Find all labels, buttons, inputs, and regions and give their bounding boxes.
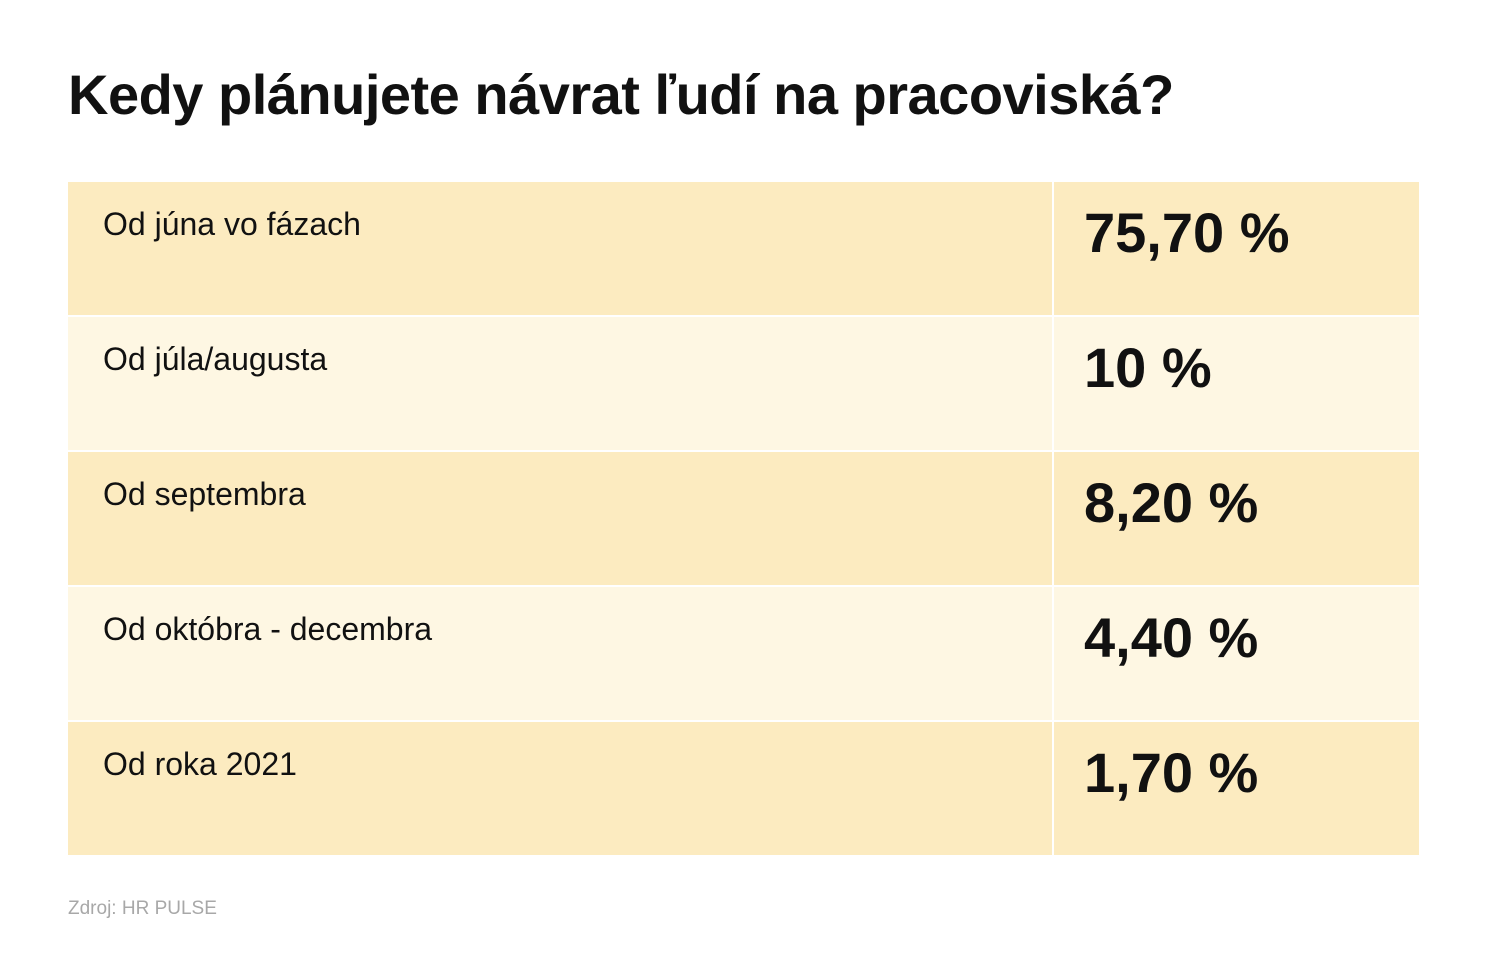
title: Kedy plánujete návrat ľudí na pracoviská… [68, 63, 1174, 126]
row-label: Od septembra [68, 452, 1052, 585]
row-label: Od októbra - decembra [68, 587, 1052, 720]
table-row: Od roka 2021 1,70 % [68, 722, 1419, 855]
table-row: Od júna vo fázach 75,70 % [68, 182, 1419, 315]
row-value: 1,70 % [1054, 722, 1419, 855]
row-label: Od júna vo fázach [68, 182, 1052, 315]
row-value: 75,70 % [1054, 182, 1419, 315]
row-value: 8,20 % [1054, 452, 1419, 585]
table-row: Od októbra - decembra 4,40 % [68, 587, 1419, 720]
row-value: 10 % [1054, 317, 1419, 450]
table-row: Od júla/augusta 10 % [68, 317, 1419, 450]
row-value: 4,40 % [1054, 587, 1419, 720]
row-label: Od roka 2021 [68, 722, 1052, 855]
row-label: Od júla/augusta [68, 317, 1052, 450]
table-row: Od septembra 8,20 % [68, 452, 1419, 585]
source: Zdroj: HR PULSE [68, 898, 217, 919]
table: Od júna vo fázach 75,70 % Od júla/augusta 1… [68, 182, 1419, 857]
